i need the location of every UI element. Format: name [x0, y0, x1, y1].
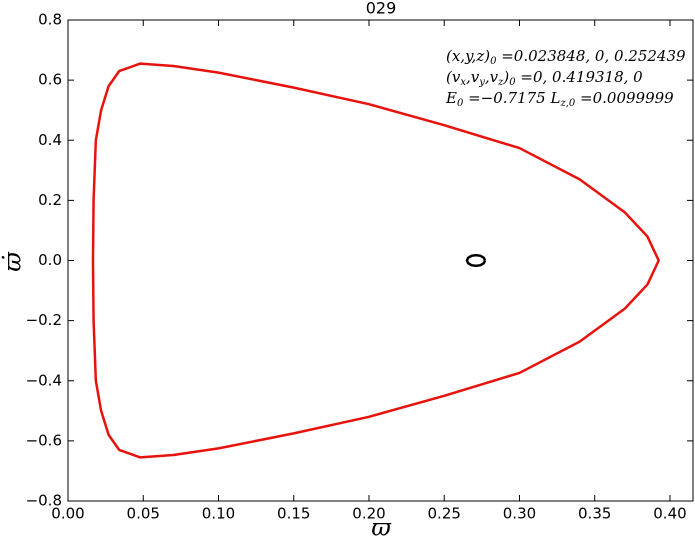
y-tick-label: −0.6 [26, 431, 62, 449]
annotation-subscript: 0 [490, 56, 497, 67]
y-tick-label: −0.8 [26, 492, 62, 510]
annotation-text: =0, 0.419318, 0 [516, 68, 644, 86]
annotation-subscript: 0 [457, 98, 464, 109]
annotation: E0 =−0.7175 Lz,0 =0.0099999 [445, 89, 674, 109]
annotation: (x,y,z)0 =0.023848, 0, 0.252439 [446, 47, 686, 67]
y-tick-label: −0.2 [26, 311, 62, 329]
x-tick-label: 0.30 [503, 505, 536, 523]
x-tick-label: 0.15 [277, 505, 310, 523]
annotation-text: (v [446, 68, 461, 86]
x-tick-label: 0.25 [428, 505, 461, 523]
annotation-text: =0.023848, 0, 0.252439 [496, 47, 686, 65]
annotation-subscript: z,0 [559, 98, 575, 109]
y-tick-label: 0.2 [38, 191, 62, 209]
y-tick-label: 0.8 [38, 11, 62, 29]
x-tick-label: 0.20 [352, 505, 385, 523]
y-tick-label: 0.0 [38, 251, 62, 269]
y-tick-label: 0.6 [38, 71, 62, 89]
annotation-subscript: y [478, 77, 485, 88]
x-tick-label: 0.40 [653, 505, 686, 523]
y-axis-label: ϖ̇ [0, 251, 27, 272]
y-tick-label: 0.4 [38, 131, 62, 149]
annotation-subscript: z [497, 77, 504, 88]
annotation-text: =−0.7175 L [463, 89, 560, 107]
x-tick-label: 0.05 [127, 505, 160, 523]
annotation-text: ,v [466, 68, 480, 86]
chart-title: 029 [366, 0, 397, 18]
annotation-text: (x,y,z) [446, 47, 490, 65]
annotation: (vx,vy,vz)0 =0, 0.419318, 0 [446, 68, 643, 88]
series-line [91, 62, 660, 459]
x-axis-label: ϖ [371, 514, 392, 540]
annotation-text: E [445, 89, 457, 107]
annotation-text: ) [502, 68, 509, 86]
annotation-subscript: x [460, 77, 466, 88]
x-tick-label: 0.10 [202, 505, 235, 523]
series-line [465, 253, 487, 268]
y-tick-label: −0.4 [26, 371, 62, 389]
x-tick-label: 0.00 [51, 505, 84, 523]
annotation-text: =0.0099999 [575, 89, 674, 107]
x-tick-label: 0.35 [578, 505, 611, 523]
annotation-subscript: 0 [509, 77, 516, 88]
annotation-text: ,v [485, 68, 499, 86]
